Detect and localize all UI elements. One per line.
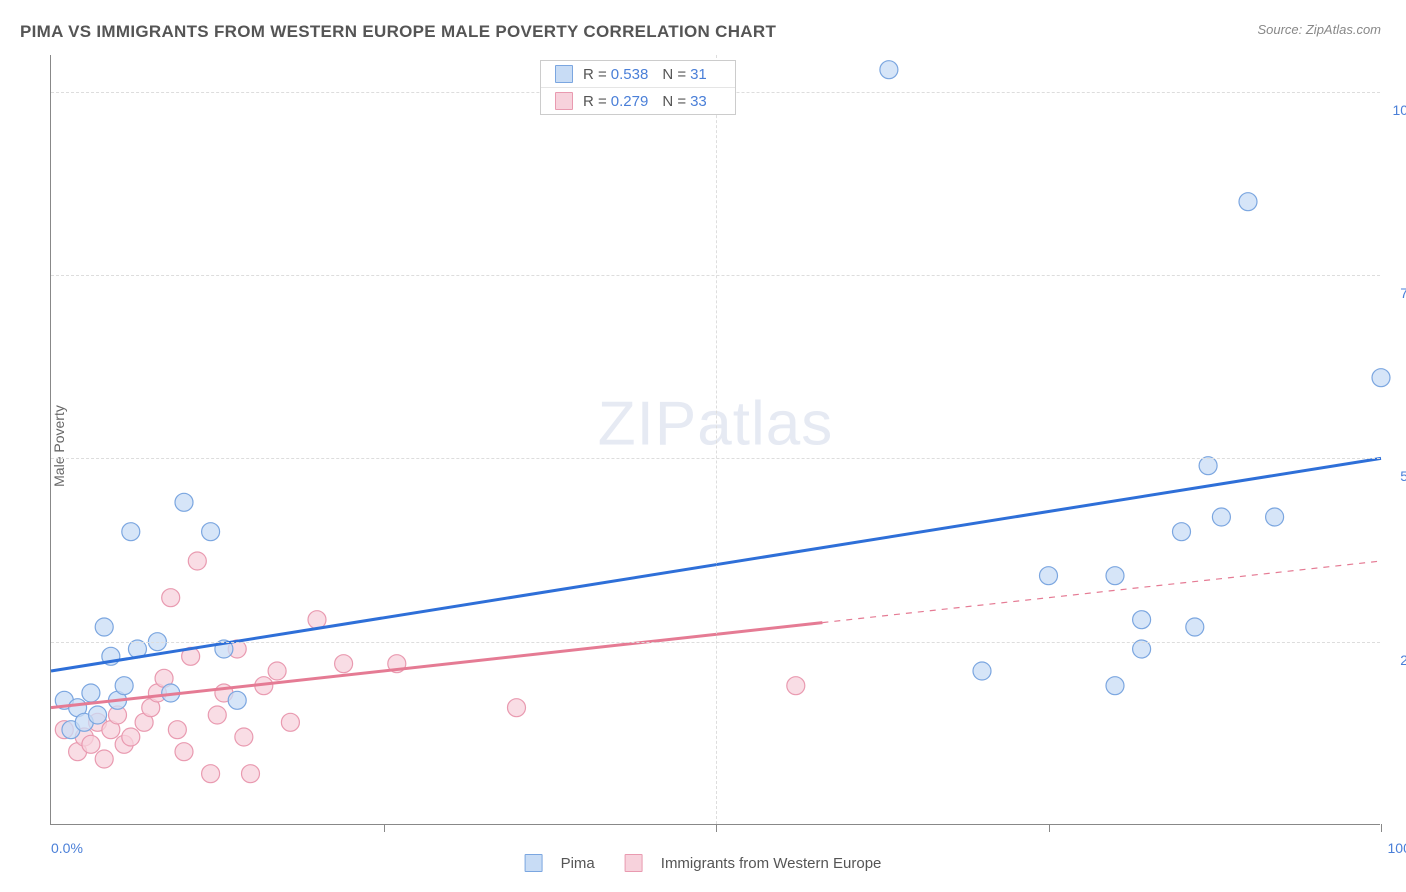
x-tick-label: 100.0% xyxy=(1388,840,1406,856)
n-label-immigrants: N = xyxy=(662,93,686,110)
legend-label-immigrants: Immigrants from Western Europe xyxy=(661,855,882,872)
x-tick xyxy=(384,824,385,832)
x-tick xyxy=(1381,824,1382,832)
swatch-pima xyxy=(555,65,573,83)
legend-label-pima: Pima xyxy=(561,855,595,872)
y-tick-label: 50.0% xyxy=(1385,468,1406,484)
source-attribution: Source: ZipAtlas.com xyxy=(1257,22,1381,37)
stats-legend-row-pima: R = 0.538 N = 31 xyxy=(541,61,735,88)
legend-item-immigrants: Immigrants from Western Europe xyxy=(625,854,882,872)
gridline-v xyxy=(716,55,717,824)
swatch-immigrants-icon xyxy=(625,854,643,872)
bottom-legend: Pima Immigrants from Western Europe xyxy=(525,854,882,872)
stats-legend-row-immigrants: R = 0.279 N = 33 xyxy=(541,88,735,114)
y-tick-label: 75.0% xyxy=(1385,285,1406,301)
n-label-pima: N = xyxy=(662,66,686,83)
r-value-pima: 0.538 xyxy=(611,66,649,83)
x-tick xyxy=(1049,824,1050,832)
r-label-pima: R = xyxy=(583,66,607,83)
legend-item-pima: Pima xyxy=(525,854,595,872)
y-tick-label: 25.0% xyxy=(1385,652,1406,668)
x-tick xyxy=(716,824,717,832)
plot-area: ZIPatlas 25.0%50.0%75.0%100.0%0.0%100.0% xyxy=(50,55,1380,825)
y-tick-label: 100.0% xyxy=(1385,102,1406,118)
x-tick-label: 0.0% xyxy=(51,840,83,856)
r-value-immigrants: 0.279 xyxy=(611,93,649,110)
swatch-pima-icon xyxy=(525,854,543,872)
swatch-immigrants xyxy=(555,92,573,110)
r-label-immigrants: R = xyxy=(583,93,607,110)
chart-title: PIMA VS IMMIGRANTS FROM WESTERN EUROPE M… xyxy=(20,22,776,42)
n-value-pima: 31 xyxy=(690,66,707,83)
n-value-immigrants: 33 xyxy=(690,93,707,110)
stats-legend: R = 0.538 N = 31 R = 0.279 N = 33 xyxy=(540,60,736,115)
